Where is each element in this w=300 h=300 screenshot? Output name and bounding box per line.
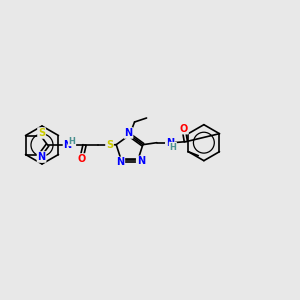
Text: S: S <box>38 128 45 138</box>
Text: H: H <box>69 136 76 146</box>
Text: N: N <box>137 156 145 166</box>
Text: H: H <box>169 143 176 152</box>
Text: N: N <box>124 128 133 138</box>
Text: O: O <box>77 154 86 164</box>
Text: S: S <box>106 140 113 150</box>
Text: N: N <box>38 152 46 162</box>
Text: O: O <box>180 124 188 134</box>
Text: N: N <box>166 138 174 148</box>
Text: N: N <box>64 140 72 150</box>
Text: N: N <box>116 157 124 167</box>
